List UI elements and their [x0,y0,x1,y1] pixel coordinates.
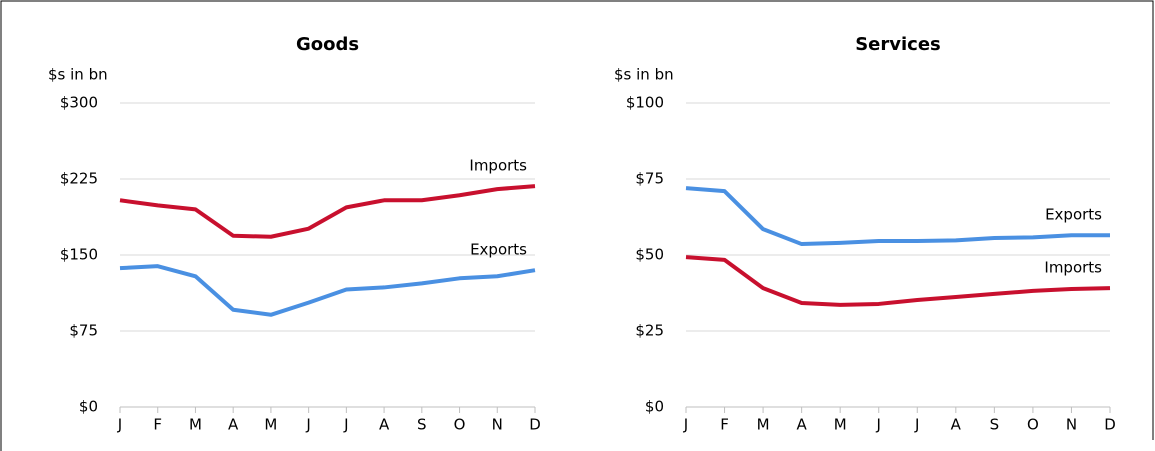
x-tick-label: O [1027,416,1039,434]
x-tick-label: J [343,416,348,434]
series-line [685,186,1110,247]
x-tick-label: M [264,416,277,434]
y-tick-label: $0 [79,398,98,416]
x-tick-label: A [951,416,962,434]
y-tick-label: $75 [69,322,98,340]
y-axis-label: $s in bn [614,66,674,84]
x-tick-label: D [529,416,541,434]
x-tick-label: A [797,416,808,434]
series-label: Exports [1045,206,1102,224]
y-tick-label: $225 [60,170,98,188]
series-line [119,184,536,239]
series-label: Imports [1044,259,1102,277]
y-axis-label: $s in bn [48,66,108,84]
x-tick-label: S [417,416,427,434]
x-tick-label: S [990,416,1000,434]
y-tick-label: $75 [635,170,664,188]
series-label: Imports [469,157,527,175]
series-line [119,264,536,317]
x-tick-label: F [153,416,162,434]
x-tick-label: J [305,416,310,434]
x-tick-label: N [1066,416,1077,434]
y-tick-label: $50 [635,246,664,264]
x-tick-label: J [914,416,919,434]
y-tick-label: $300 [60,94,98,112]
x-tick-label: N [492,416,503,434]
x-tick-label: M [757,416,770,434]
x-tick-label: J [683,416,688,434]
y-tick-label: $0 [645,398,664,416]
series-line [685,255,1111,307]
chart-title: Services [855,34,941,55]
x-tick-label: M [189,416,202,434]
y-tick-label: $100 [626,94,664,112]
x-tick-label: O [454,416,466,434]
x-tick-label: M [834,416,847,434]
x-tick-label: J [117,416,122,434]
x-tick-label: F [720,416,729,434]
x-tick-label: A [379,416,390,434]
chart-title: Goods [296,34,359,55]
series-label: Exports [470,241,527,259]
x-tick-label: D [1104,416,1116,434]
x-tick-label: A [228,416,239,434]
y-tick-label: $150 [60,246,98,264]
x-tick-label: J [876,416,881,434]
y-tick-label: $25 [635,322,664,340]
